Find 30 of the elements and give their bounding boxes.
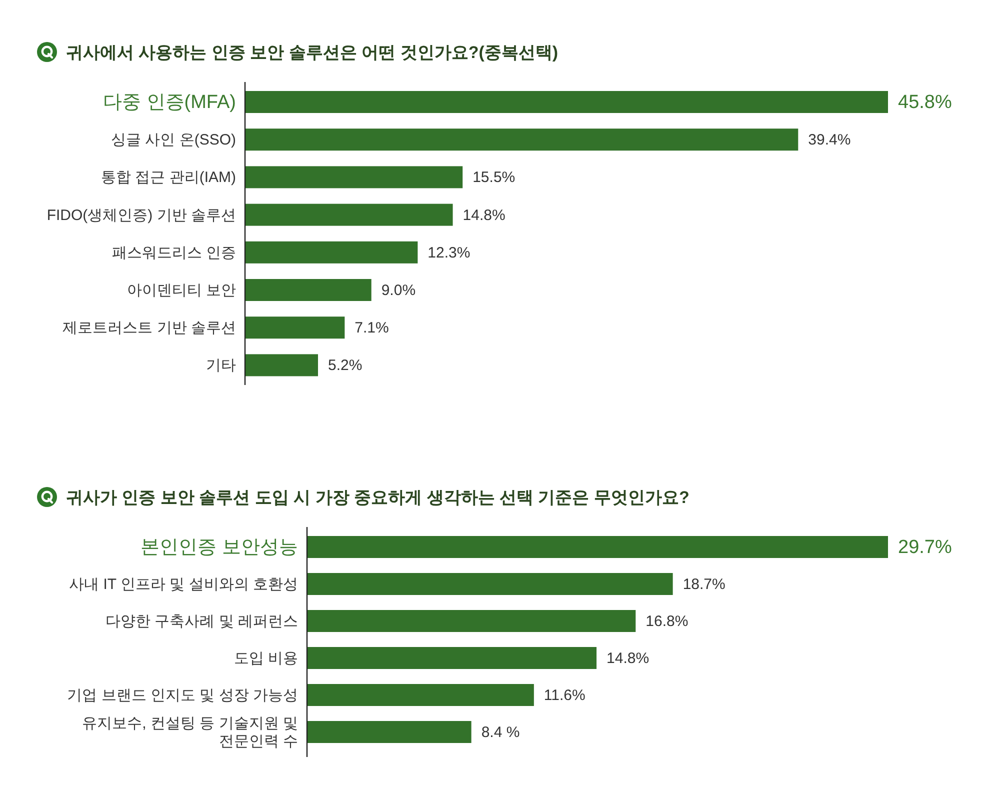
y-tick-label: 도입 비용 [234,650,298,666]
y-tick-label: 기업 브랜드 인지도 및 성장 가능성 [67,686,298,704]
data-label: 9.0% [381,282,416,298]
data-label: 16.8% [646,612,688,630]
y-tick-label: 패스워드리스 인증 [112,244,236,261]
y-tick-label: FIDO(생체인증) 기반 솔루션 [46,206,236,224]
data-label: 45.8% [898,92,952,112]
y-tick-label: 기타 [206,356,236,374]
data-label: 8.4 % [481,724,520,740]
data-label: 14.8% [606,650,650,666]
y-tick-label: 제로트러스트 기반 솔루션 [62,319,236,336]
y-tick-label: 싱글 사인 온(SSO) [110,131,236,148]
data-label: 18.7% [682,576,726,592]
y-tick-label: 통합 접근 관리(IAM) [101,168,236,186]
data-label: 39.4% [808,131,851,148]
data-label: 14.8% [462,206,506,224]
y-tick-label: 유지보수, 컨설팅 등 기술지원 및 전문인력 수 [82,714,298,750]
y-tick-label: 사내 IT 인프라 및 설비와의 호환성 [69,576,298,592]
y-tick-label: 다양한 구축사례 및 레퍼런스 [105,612,298,630]
chart-title: 귀사에서 사용하는 인증 보안 솔루션은 어떤 것인가요?(중복선택) [66,42,558,62]
data-label: 7.1% [354,319,389,336]
y-tick-label: 아이덴티티 보안 [126,282,236,298]
data-label: 29.7% [898,536,952,558]
data-label: 11.6% [544,686,586,704]
data-label: 5.2% [328,356,362,374]
y-tick-label: 본인인증 보안성능 [140,536,298,558]
y-tick-label: 다중 인증(MFA) [103,92,236,112]
data-label: 15.5% [472,168,516,186]
data-label: 12.3% [428,244,470,261]
chart-title: 귀사가 인증 보안 솔루션 도입 시 가장 중요하게 생각하는 선택 기준은 무엇인가요? [66,488,690,506]
